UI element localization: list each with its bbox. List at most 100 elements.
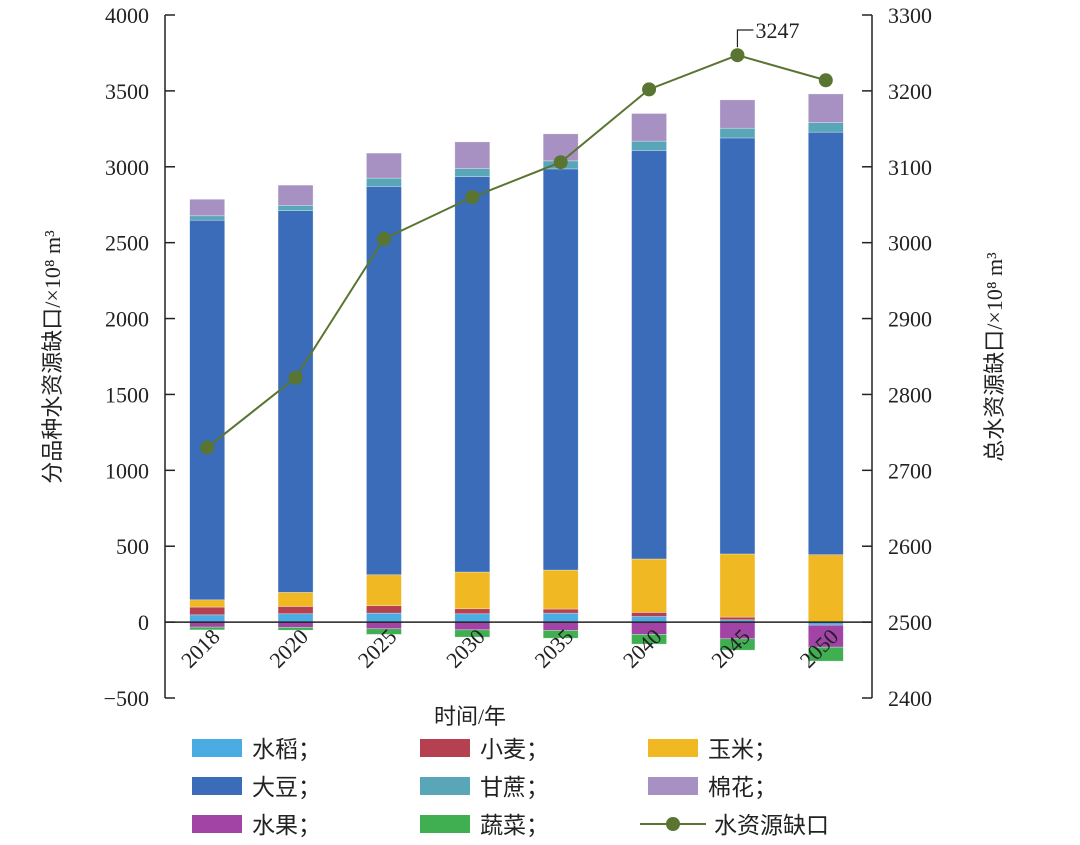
line-series: 3247	[200, 18, 833, 455]
y-tick-label-left: 2500	[105, 231, 149, 256]
y-tick-label-right: 2500	[888, 610, 932, 635]
y-tick-label-right: 3300	[888, 3, 932, 28]
bar-segment-2045	[719, 99, 756, 129]
y-tick-label-right: 3100	[888, 155, 932, 180]
bar-segment-2025	[366, 186, 402, 576]
bar-segment-2030	[454, 613, 491, 623]
y-tick-label-left: 0	[138, 610, 149, 635]
y-tick-label-left: 2000	[105, 307, 149, 332]
y-tick-label-right: 2900	[888, 307, 932, 332]
bar-segment-2050	[808, 646, 844, 662]
y-tick-label-left: 1500	[105, 382, 149, 407]
bar-segment-2030	[454, 168, 491, 177]
bar-segment-2020	[277, 205, 314, 211]
bar-segment-2020	[277, 592, 314, 607]
legend-swatch	[192, 777, 242, 795]
bar-segment-2025	[366, 574, 402, 607]
legend-label: 棉花；	[708, 775, 777, 800]
bar-segment-2025	[366, 628, 402, 635]
annotation-leader	[736, 29, 754, 48]
bar-segment-2040	[631, 140, 667, 151]
y-tick-label-left: 4000	[105, 3, 149, 28]
legend-swatch	[420, 815, 470, 833]
y-tick-label-right: 2400	[888, 686, 932, 711]
total-gap-point	[288, 370, 303, 385]
legend-label: 玉米；	[708, 737, 777, 762]
legend-swatch	[192, 739, 242, 757]
bar-segment-2025	[366, 612, 402, 623]
x-tick-label: 2018	[176, 624, 225, 673]
bar-segment-2018	[189, 215, 225, 221]
bar-segment-2040	[631, 616, 667, 623]
bar-segment-2020	[277, 606, 314, 615]
bar-segment-2030	[454, 141, 491, 169]
bar-segment-2040	[631, 612, 667, 617]
total-gap-point	[465, 190, 480, 205]
bar-segment-2040	[631, 113, 667, 142]
bar-segment-2020	[277, 613, 314, 623]
total-gap-point	[200, 440, 215, 455]
bar-segment-2025	[366, 605, 402, 614]
legend-swatch	[648, 739, 698, 757]
legend-swatch	[648, 777, 698, 795]
bar-segment-2018	[189, 198, 225, 217]
legend-label: 甘蔗；	[480, 775, 549, 800]
bar-segment-2018	[189, 606, 225, 616]
bar-segment-2035	[542, 608, 579, 614]
total-gap-point	[730, 48, 745, 63]
bar-segment-2020	[277, 627, 314, 631]
bar-segment-2030	[454, 629, 491, 638]
legend-label: 大豆；	[252, 775, 321, 800]
bar-segment-2018	[189, 599, 225, 608]
bar-segment-2040	[631, 150, 667, 560]
axes: 2018 2020 2025 2030 2035 2040 2045 2050−5000500…	[104, 3, 932, 711]
legend-label: 水稻；	[252, 737, 321, 762]
legend-swatch	[192, 815, 242, 833]
bar-segment-2045	[719, 137, 756, 555]
legend: 水稻； 小麦； 玉米； 大豆； 甘蔗； 棉花； 水果； 蔬菜； 水资源缺口	[192, 737, 829, 838]
legend-label: 小麦；	[480, 737, 549, 762]
bar-segment-2035	[542, 569, 579, 610]
legend-marker	[666, 817, 680, 831]
y-tick-label-right: 2800	[888, 382, 932, 407]
y-axis-label-left: 分品种水资源缺口/×10⁸ m³	[40, 230, 65, 484]
bar-segment-2018	[189, 626, 225, 631]
y-tick-label-right: 3200	[888, 79, 932, 104]
legend-swatch	[420, 739, 470, 757]
y-tick-label-right: 3000	[888, 231, 932, 256]
bar-segment-2030	[454, 176, 491, 573]
bar-segment-2045	[719, 638, 756, 651]
bar-segment-2035	[542, 612, 579, 623]
x-axis-label: 时间/年	[434, 704, 506, 729]
bar-segment-2040	[631, 634, 667, 645]
bar-segment-2050	[808, 554, 844, 623]
bar-segment-2018	[189, 614, 225, 623]
bar-segment-2018	[189, 219, 225, 601]
total-gap-point	[376, 231, 391, 246]
bar-segment-2030	[454, 608, 491, 615]
legend-swatch	[420, 777, 470, 795]
y-axis-label-right: 总水资源缺口/×10⁸ m³	[982, 252, 1007, 462]
bar-segment-2030	[454, 571, 491, 610]
bar-segment-2020	[277, 210, 314, 593]
total-gap-point	[818, 73, 833, 88]
bar-segment-2050	[808, 122, 844, 133]
bar-segment-2045	[719, 553, 756, 618]
y-tick-label-left: 3500	[105, 79, 149, 104]
bar-segment-2045	[719, 616, 756, 621]
y-tick-label-left: 3000	[105, 155, 149, 180]
legend-label: 蔬菜；	[480, 813, 549, 838]
bar-segment-2040	[631, 558, 667, 613]
annotation-label: 3247	[755, 18, 799, 43]
bar-segment-2035	[542, 630, 579, 639]
total-gap-point	[553, 155, 568, 170]
y-tick-label-right: 2600	[888, 534, 932, 559]
total-gap-point	[642, 82, 657, 97]
bar-segment-2020	[277, 184, 314, 206]
x-tick-label: 2020	[264, 624, 313, 673]
total-gap-line	[206, 54, 827, 449]
bar-segment-2050	[808, 131, 844, 556]
bar-segment-2050	[808, 93, 844, 123]
bar-segment-2025	[366, 152, 402, 179]
